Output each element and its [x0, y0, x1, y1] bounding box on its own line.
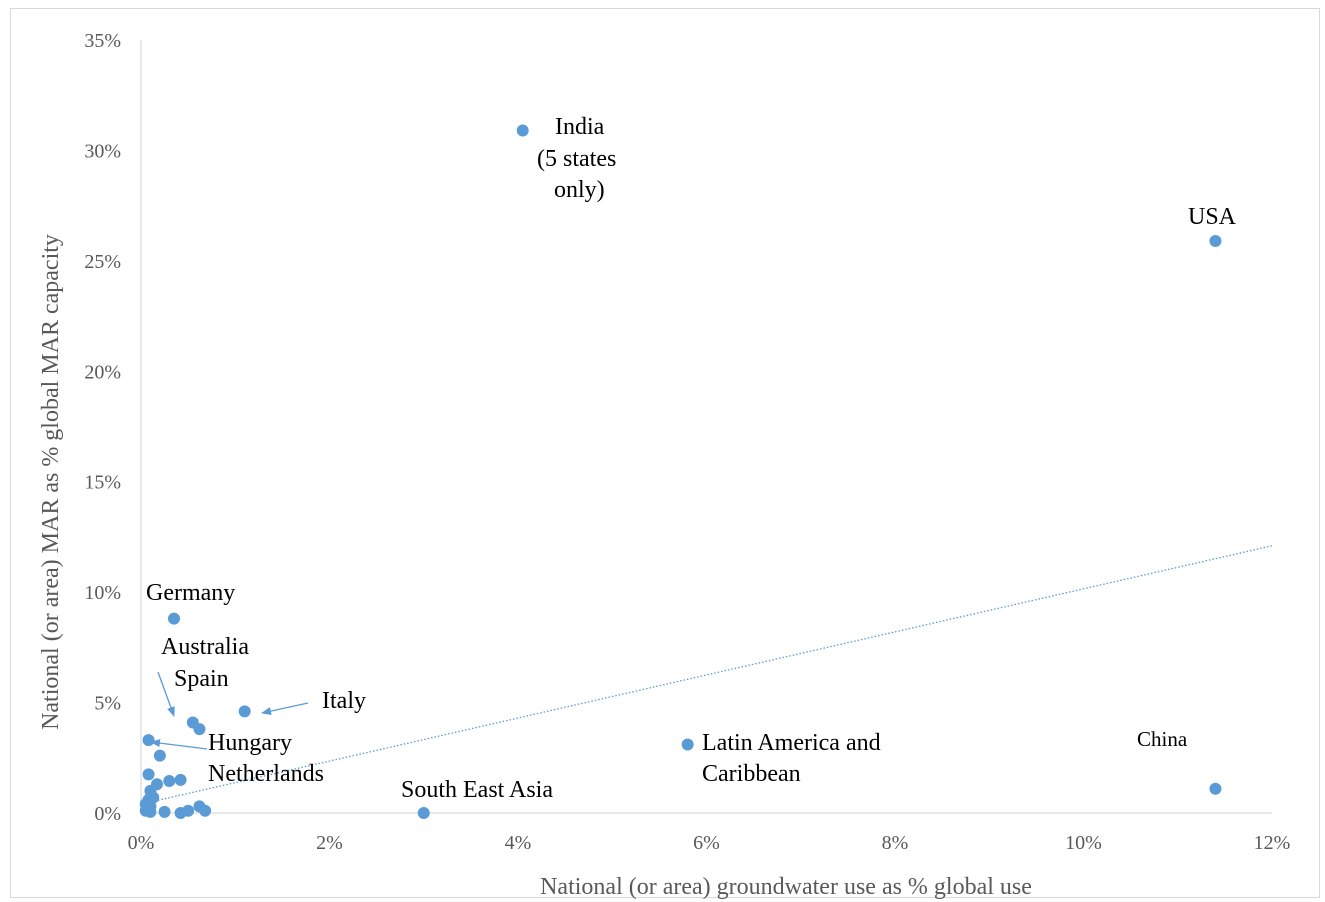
- label-italy: Italy: [322, 688, 366, 714]
- data-points: [139, 124, 1222, 819]
- x-tick-label: 4%: [505, 832, 532, 854]
- x-tick-label: 6%: [693, 832, 720, 854]
- y-tick-label: 5%: [94, 693, 121, 715]
- label-south-east-asia: South East Asia: [401, 777, 553, 803]
- arrow-italy: [261, 702, 309, 715]
- x-tick-label: 12%: [1254, 832, 1291, 854]
- label-netherlands: Netherlands: [208, 761, 324, 787]
- label-germany: Germany: [146, 580, 235, 606]
- label-india-states: (5 states: [537, 146, 616, 172]
- data-point: [182, 804, 195, 817]
- label-hungary: Hungary: [208, 730, 292, 756]
- label-usa: USA: [1188, 204, 1237, 230]
- data-point: [163, 774, 176, 787]
- y-tick-label: 35%: [84, 30, 121, 52]
- x-tick-label: 0%: [128, 832, 155, 854]
- x-tick-label: 8%: [882, 832, 909, 854]
- y-tick-labels: 0% 5% 10% 15% 20% 25% 30% 35%: [84, 30, 121, 825]
- data-point: [681, 738, 694, 751]
- data-point: [158, 805, 171, 818]
- label-australia: Australia: [161, 634, 249, 660]
- data-point: [142, 734, 155, 747]
- trendline: [140, 545, 1273, 805]
- y-axis-title: National (or area) MAR as % global MAR c…: [38, 234, 64, 730]
- data-point: [167, 612, 180, 625]
- data-point: [142, 768, 155, 781]
- y-tick-label: 10%: [84, 582, 121, 604]
- x-tick-label: 10%: [1065, 832, 1102, 854]
- data-point: [174, 773, 187, 786]
- y-tick-label: 20%: [84, 361, 121, 383]
- data-point: [199, 804, 212, 817]
- chart-frame: [10, 8, 1320, 898]
- label-india: India: [555, 114, 605, 140]
- label-china: China: [1137, 727, 1188, 751]
- x-tick-label: 2%: [316, 832, 343, 854]
- data-point: [144, 805, 157, 818]
- arrow-hungary-netherlands: [150, 739, 208, 750]
- data-point: [417, 807, 430, 819]
- x-axis-title: National (or area) groundwater use as % …: [540, 874, 1032, 900]
- label-caribbean: Caribbean: [702, 761, 801, 787]
- y-tick-label: 25%: [84, 251, 121, 273]
- label-spain: Spain: [174, 666, 229, 692]
- y-tick-label: 30%: [84, 140, 121, 162]
- data-point: [153, 749, 166, 762]
- y-tick-label: 15%: [84, 472, 121, 494]
- label-latin-america: Latin America and: [702, 730, 881, 756]
- data-point: [516, 124, 529, 137]
- data-point: [1209, 234, 1222, 247]
- label-india-only: only): [554, 177, 605, 203]
- arrow-australia-spain: [157, 671, 175, 717]
- data-point: [1209, 782, 1222, 795]
- data-point: [193, 723, 206, 736]
- data-point: [238, 705, 251, 718]
- y-tick-label: 0%: [94, 803, 121, 825]
- x-tick-labels: 0% 2% 4% 6% 8% 10% 12%: [128, 832, 1291, 854]
